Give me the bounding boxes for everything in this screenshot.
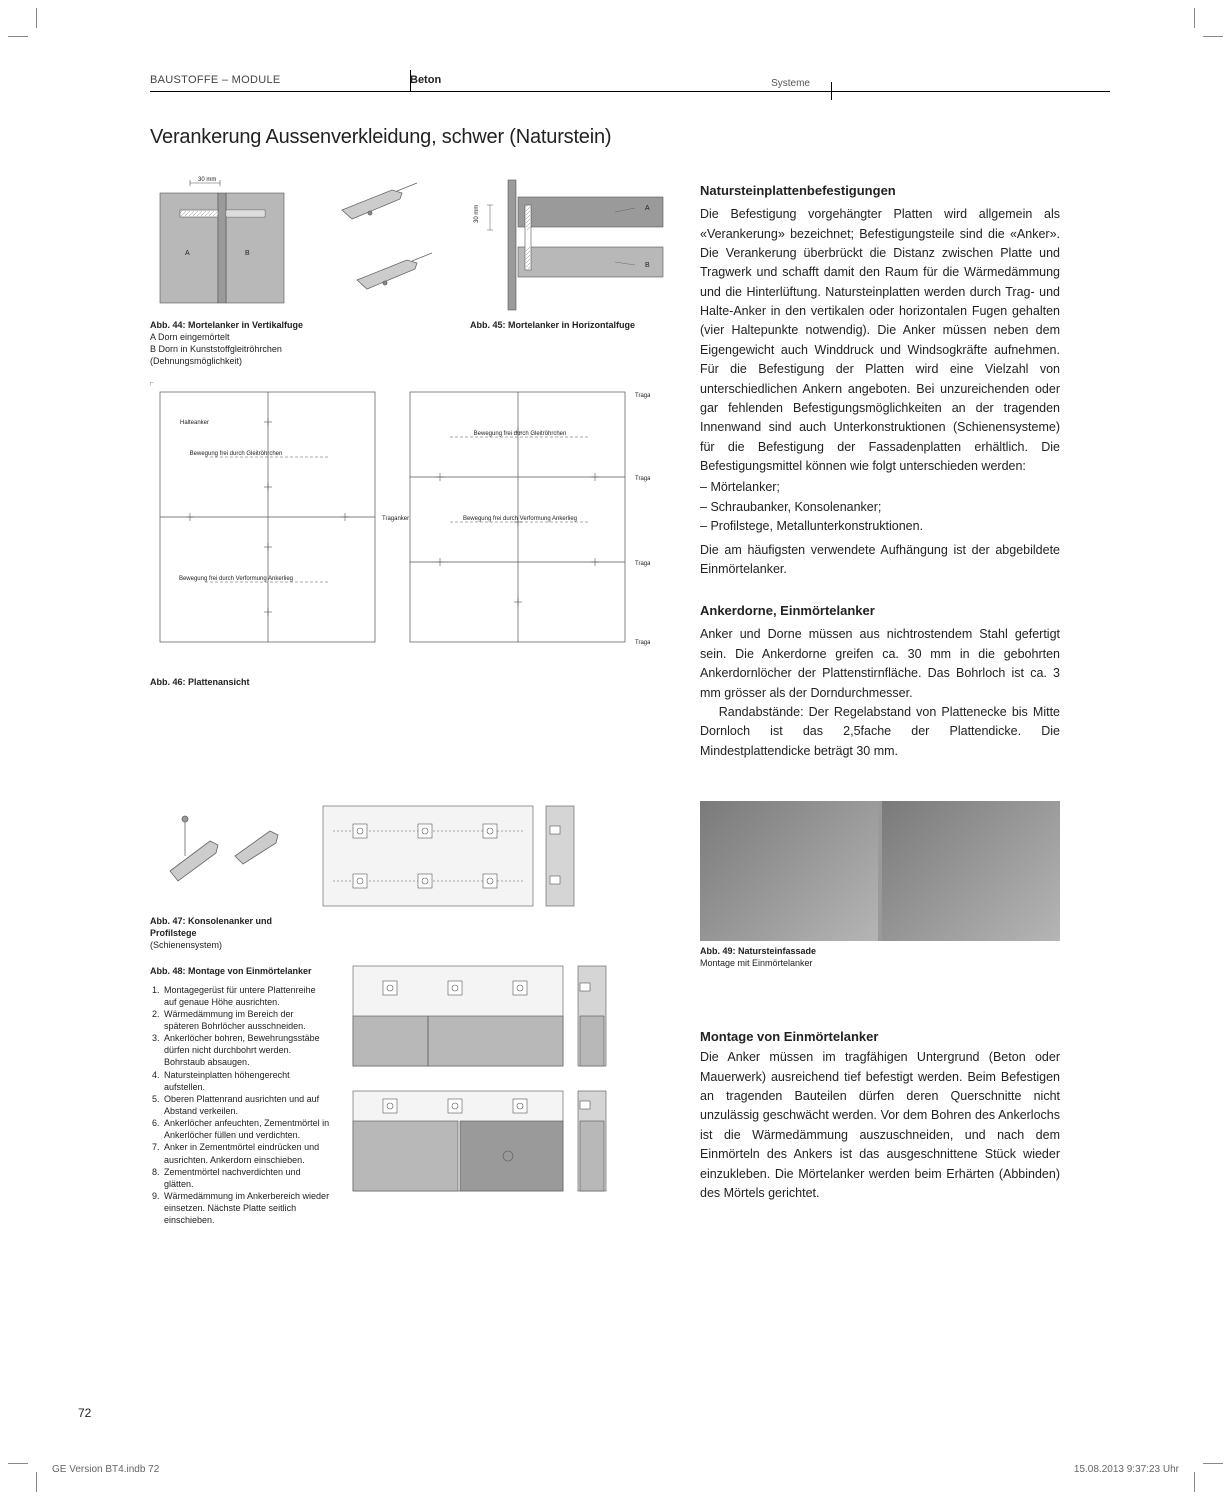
svg-text:A: A <box>645 205 650 212</box>
figure-44: 30 mm A B Ab <box>150 175 304 368</box>
fig47-caption: Abb. 47: Konsolenanker und Profilstege <box>150 916 272 938</box>
svg-text:30 mm: 30 mm <box>474 205 480 223</box>
fig49-caption: Abb. 49: Natursteinfassade <box>700 946 816 956</box>
section2-heading: Ankerdorne, Einmörtelanker <box>700 601 1060 621</box>
svg-text:Bewegung frei durch Verformung: Bewegung frei durch Verformung Ankerlieg <box>179 576 293 582</box>
footer: GE Version BT4.indb 72 15.08.2013 9:37:2… <box>52 1460 1179 1475</box>
page-header: BAUSTOFFE – MODULE Beton <box>150 70 1110 92</box>
header-right: Systeme <box>771 78 810 89</box>
figure-48-panels <box>348 961 648 1226</box>
figure-49: Abb. 49: Natursteinfassade Montage mit E… <box>700 801 1060 969</box>
footer-right: 15.08.2013 9:37:23 Uhr <box>1074 1464 1179 1475</box>
svg-text:B: B <box>245 250 250 257</box>
figure-48-panel1 <box>318 801 588 951</box>
section3-heading: Montage von Einmörtelanker <box>700 1029 1060 1044</box>
section1-list: Mörtelanker; Schraubanker, Konsolenanker… <box>700 478 1060 536</box>
section1-heading: Natursteinplattenbefestigungen <box>700 181 1060 201</box>
figure-46: Traganker Traganker Traganker Traganker … <box>150 382 670 688</box>
svg-text:Traganker: Traganker <box>635 640 650 646</box>
svg-text:Traganker: Traganker <box>635 393 650 399</box>
section2-body: Anker und Dorne müssen aus nichtrostende… <box>700 625 1060 703</box>
section3-body: Die Anker müssen im tragfähigen Untergru… <box>700 1048 1060 1203</box>
fig44-caption: Abb. 44: Mortelanker in Vertikalfuge <box>150 320 303 330</box>
svg-text:Bewegung frei durch Gleitröhrc: Bewegung frei durch Gleitröhrchen <box>190 451 283 457</box>
figure-45: 30 mm A B Abb. 45: Mortelanker in Horizo… <box>470 175 670 368</box>
figure-47: Abb. 47: Konsolenanker und Profilstege (… <box>150 801 300 951</box>
header-mid: Beton <box>410 74 441 86</box>
svg-text:A: A <box>185 250 190 257</box>
section2-body2: Randabstände: Der Regelabstand von Platt… <box>700 703 1060 761</box>
page-title: Verankerung Aussenverkleidung, schwer (N… <box>150 126 1110 149</box>
page-number: 72 <box>78 1406 91 1420</box>
fig46-caption: Abb. 46: Plattenansicht <box>150 677 250 687</box>
section1-after: Die am häufigsten verwendete Aufhängung … <box>700 541 1060 580</box>
svg-text:Traganker: Traganker <box>382 516 409 522</box>
footer-left: GE Version BT4.indb 72 <box>52 1464 159 1475</box>
fig48-steps: Montagegerüst für untere Plattenreihe au… <box>150 984 330 1227</box>
svg-text:Bewegung frei durch Gleitröhrc: Bewegung frei durch Gleitröhrchen <box>474 431 567 437</box>
section1-body: Die Befestigung vorgehängter Platten wir… <box>700 205 1060 476</box>
svg-text:Traganker: Traganker <box>635 561 650 567</box>
fig45-caption: Abb. 45: Mortelanker in Horizontalfuge <box>470 320 635 330</box>
header-left: BAUSTOFFE – MODULE <box>150 74 281 86</box>
figure-iso-anchors <box>322 175 452 368</box>
svg-text:B: B <box>645 262 650 269</box>
svg-text:30 mm: 30 mm <box>198 177 216 183</box>
svg-text:Halteanker: Halteanker <box>180 420 209 426</box>
svg-text:Traganker: Traganker <box>635 476 650 482</box>
svg-text:Bewegung frei durch Verformung: Bewegung frei durch Verformung Ankerlieg <box>463 516 577 522</box>
figure-48-caption: Abb. 48: Montage von Einmörtelanker Mont… <box>150 961 330 1226</box>
